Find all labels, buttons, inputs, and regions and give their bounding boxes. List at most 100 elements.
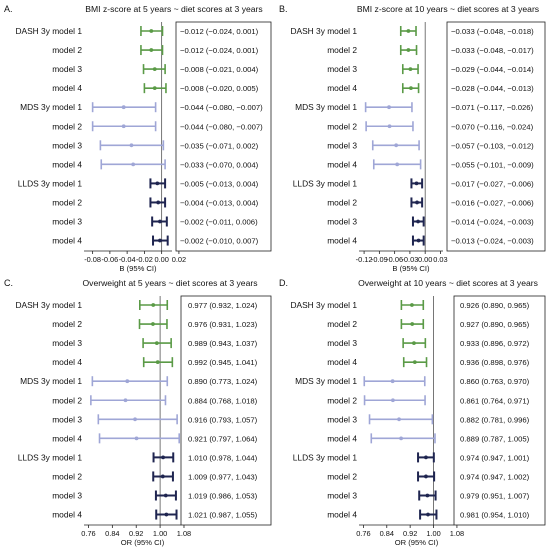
point-estimate	[152, 86, 157, 91]
row-label: model 2	[52, 45, 82, 55]
x-tick-label: 0.03	[433, 255, 447, 264]
estimate-text: −0.004 (−0.013, 0.004)	[180, 198, 259, 207]
row-label: model 2	[327, 45, 357, 55]
estimate-box	[180, 295, 272, 526]
row-label: DASH 3y model 1	[290, 26, 357, 36]
estimate-text: −0.016 (−0.027, −0.006)	[451, 198, 534, 207]
estimate-text: −0.035 (−0.071, 0.002)	[180, 141, 259, 150]
estimate-text: 0.921 (0.797, 1.064)	[188, 434, 258, 443]
point-estimate	[155, 181, 160, 186]
estimate-text: 1.009 (0.977, 1.043)	[188, 472, 258, 481]
x-tick-label: -0.08	[84, 255, 101, 264]
estimate-text: 0.889 (0.787, 1.005)	[460, 434, 530, 443]
estimate-text: −0.057 (−0.103, −0.012)	[451, 141, 534, 150]
point-estimate	[424, 455, 428, 460]
estimate-text: 0.927 (0.890, 0.965)	[460, 320, 530, 329]
x-tick-label: 1.00	[153, 529, 167, 538]
point-estimate	[406, 29, 411, 33]
point-estimate	[164, 512, 169, 517]
point-estimate	[149, 48, 154, 52]
estimate-text: 0.974 (0.947, 1.001)	[460, 453, 530, 462]
point-estimate	[155, 360, 160, 365]
point-estimate	[131, 162, 136, 167]
estimate-text: 0.977 (0.932, 1.024)	[188, 301, 258, 310]
estimate-text: −0.033 (−0.048, −0.017)	[451, 46, 534, 55]
row-label: model 3	[327, 217, 357, 227]
row-label: model 2	[327, 471, 357, 481]
point-estimate	[390, 379, 395, 384]
estimate-text: −0.044 (−0.080, −0.007)	[180, 103, 263, 112]
row-label: model 4	[52, 433, 82, 443]
point-estimate	[406, 48, 411, 52]
x-tick-label: 1.08	[450, 529, 464, 538]
row-label: MDS 3y model 1	[20, 376, 82, 386]
estimate-text: −0.002 (−0.010, 0.007)	[180, 237, 259, 246]
row-label: model 4	[327, 357, 357, 367]
panel-letter: B.	[279, 4, 288, 14]
point-estimate	[397, 417, 401, 422]
point-estimate	[410, 322, 415, 326]
estimate-text: 0.992 (0.945, 1.041)	[188, 358, 258, 367]
point-estimate	[121, 124, 126, 129]
point-estimate	[391, 398, 395, 403]
point-estimate	[123, 398, 128, 403]
row-label: model 3	[327, 491, 357, 501]
row-label: model 2	[52, 319, 82, 329]
estimate-text: −0.029 (−0.044, −0.014)	[451, 65, 534, 74]
estimate-text: −0.033 (−0.070, 0.004)	[180, 160, 259, 169]
row-label: model 3	[327, 338, 357, 348]
x-axis-label: OR (95% CI)	[121, 538, 165, 547]
estimate-text: −0.070 (−0.116, −0.024)	[451, 122, 534, 131]
point-estimate	[409, 86, 413, 91]
row-label: MDS 3y model 1	[20, 102, 82, 112]
point-estimate	[410, 303, 414, 307]
panel-c: C. Overweight at 5 years ~ diet scores at…	[4, 278, 272, 547]
row-label: model 3	[327, 64, 357, 74]
estimate-text: 0.974 (0.947, 1.002)	[460, 472, 530, 481]
x-tick-label: 0.92	[403, 529, 417, 538]
estimate-box	[446, 21, 546, 252]
x-tick-label: 0.84	[105, 529, 119, 538]
estimate-text: 0.861 (0.764, 0.971)	[460, 396, 530, 405]
estimate-text: 0.933 (0.896, 0.972)	[460, 339, 530, 348]
x-axis-label: B (95% CI)	[119, 264, 157, 273]
row-label: model 4	[327, 159, 357, 169]
row-label: MDS 3y model 1	[295, 376, 357, 386]
point-estimate	[424, 474, 428, 479]
point-estimate	[152, 67, 157, 71]
estimate-text: 0.884 (0.768, 1.018)	[188, 396, 258, 405]
point-estimate	[160, 474, 165, 479]
estimate-text: 1.021 (0.987, 1.055)	[188, 511, 258, 520]
x-tick-label: 1.08	[177, 529, 191, 538]
panel-a: A. BMI z-score at 5 years ~ diet scores a…	[4, 4, 272, 273]
estimate-text: −0.033 (−0.048, −0.018)	[451, 27, 534, 36]
estimate-text: −0.055 (−0.101, −0.009)	[451, 160, 534, 169]
x-axis-label: B (95% CI)	[392, 264, 430, 273]
point-estimate	[125, 379, 130, 384]
point-estimate	[387, 124, 392, 129]
x-tick-label: 0.92	[129, 529, 143, 538]
point-estimate	[395, 162, 400, 167]
panel-letter: C.	[4, 278, 13, 288]
estimate-text: −0.071 (−0.117, −0.026)	[451, 103, 534, 112]
point-estimate	[416, 219, 420, 224]
row-label: model 2	[327, 121, 357, 131]
estimate-text: −0.012 (−0.024, 0.001)	[180, 46, 259, 55]
row-label: model 2	[52, 197, 82, 207]
estimate-text: −0.028 (−0.044, −0.013)	[451, 84, 534, 93]
estimate-text: 1.010 (0.978, 1.044)	[188, 453, 258, 462]
estimate-box	[453, 295, 546, 526]
row-label: model 3	[52, 140, 82, 150]
row-label: model 3	[327, 414, 357, 424]
row-label: model 4	[52, 357, 82, 367]
x-tick-label: -0.06	[101, 255, 118, 264]
point-estimate	[408, 67, 413, 71]
row-label: model 2	[52, 121, 82, 131]
estimate-text: 0.989 (0.943, 1.037)	[188, 339, 258, 348]
point-estimate	[412, 341, 416, 345]
row-label: model 4	[327, 510, 357, 520]
row-label: LLDS 3y model 1	[18, 178, 83, 188]
point-estimate	[399, 436, 403, 441]
panel-b: B. BMI z-score at 10 years ~ diet scores …	[279, 4, 546, 273]
